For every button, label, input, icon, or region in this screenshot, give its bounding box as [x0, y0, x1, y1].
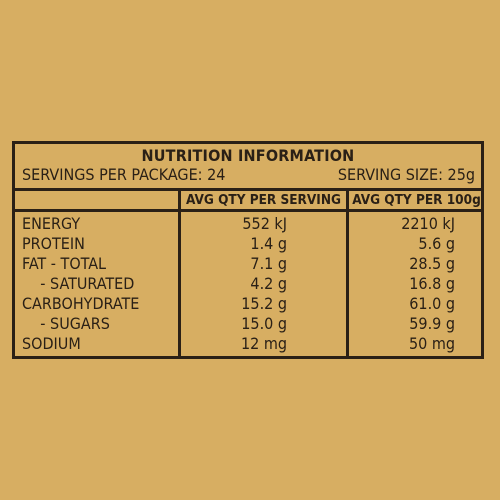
value-per-100g: 50 mg [408, 334, 455, 353]
row-saturated: - SATURATED 4.2 g 16.8 g [15, 274, 481, 294]
value-per-serving: 552 kJ [242, 214, 287, 233]
value-per-serving: 12 mg [240, 334, 287, 353]
row-label: PROTEIN [22, 234, 85, 253]
row-fat-total: FAT - TOTAL 7.1 g 28.5 g [15, 254, 481, 274]
divider-header [15, 209, 481, 212]
value-per-serving: 15.0 g [241, 314, 287, 333]
row-label: SODIUM [22, 334, 81, 353]
row-protein: PROTEIN 1.4 g 5.6 g [15, 234, 481, 254]
value-per-100g: 59.9 g [409, 314, 455, 333]
value-per-100g: 16.8 g [409, 274, 455, 293]
servings-per-package: SERVINGS PER PACKAGE: 24 [22, 165, 226, 184]
value-per-100g: 61.0 g [409, 294, 455, 313]
value-per-100g: 5.6 g [418, 234, 455, 253]
value-per-serving: 4.2 g [250, 274, 287, 293]
value-per-serving: 1.4 g [250, 234, 287, 253]
row-sugars: - SUGARS 15.0 g 59.9 g [15, 314, 481, 334]
column-header-per-100g: AVG QTY PER 100g [352, 192, 481, 208]
row-label: CARBOHYDRATE [22, 294, 140, 313]
row-energy: ENERGY 552 kJ 2210 kJ [15, 214, 481, 234]
row-label: - SUGARS [22, 314, 110, 333]
column-header-per-serving: AVG QTY PER SERVING [186, 192, 341, 208]
column-divider-1 [178, 188, 181, 356]
value-per-serving: 15.2 g [241, 294, 287, 313]
row-label: - SATURATED [22, 274, 135, 293]
row-carbohydrate: CARBOHYDRATE 15.2 g 61.0 g [15, 294, 481, 314]
panel-title: NUTRITION INFORMATION [141, 146, 355, 165]
value-per-100g: 2210 kJ [401, 214, 455, 233]
row-label: FAT - TOTAL [22, 254, 107, 273]
nutrition-panel: NUTRITION INFORMATION SERVINGS PER PACKA… [12, 141, 484, 359]
value-per-serving: 7.1 g [250, 254, 287, 273]
divider-top [15, 188, 481, 191]
row-sodium: SODIUM 12 mg 50 mg [15, 334, 481, 354]
row-label: ENERGY [22, 214, 81, 233]
serving-size: SERVING SIZE: 25g [337, 165, 475, 184]
column-divider-2 [346, 188, 349, 356]
value-per-100g: 28.5 g [409, 254, 455, 273]
